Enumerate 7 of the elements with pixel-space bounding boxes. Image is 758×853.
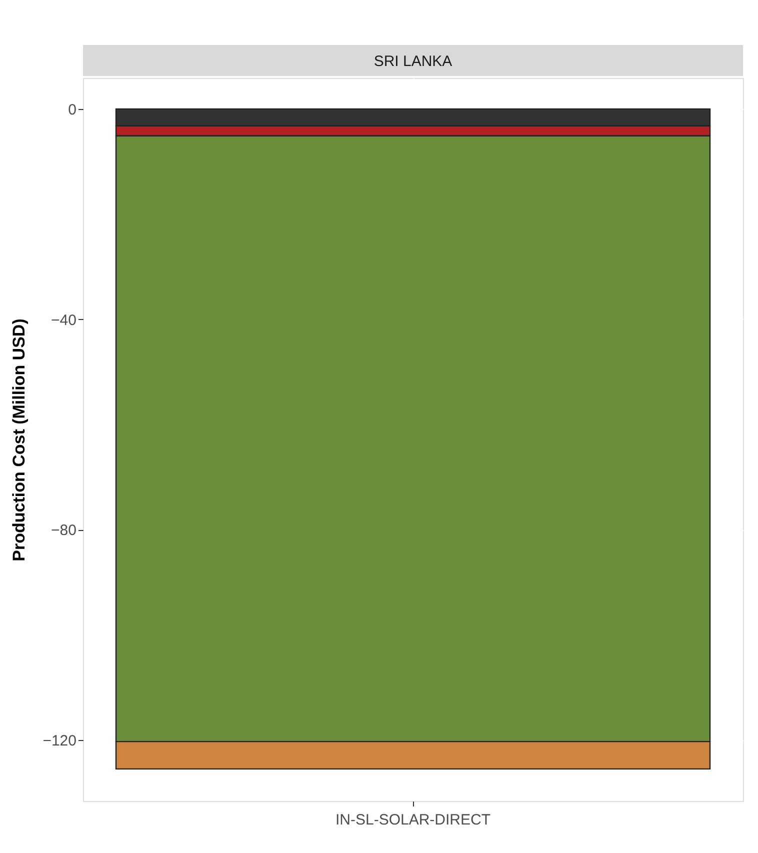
x-tick-label: IN-SL-SOLAR-DIRECT [335,812,491,828]
chart-title: SRI LANKA [374,53,452,70]
y-tick-label: −120 [42,732,76,750]
y-tick-label: 0 [68,102,76,119]
y-tick-label: −80 [51,522,76,540]
y-tick-label: −40 [51,312,76,329]
y-axis-title: Production Cost (Million USD) [10,318,29,562]
